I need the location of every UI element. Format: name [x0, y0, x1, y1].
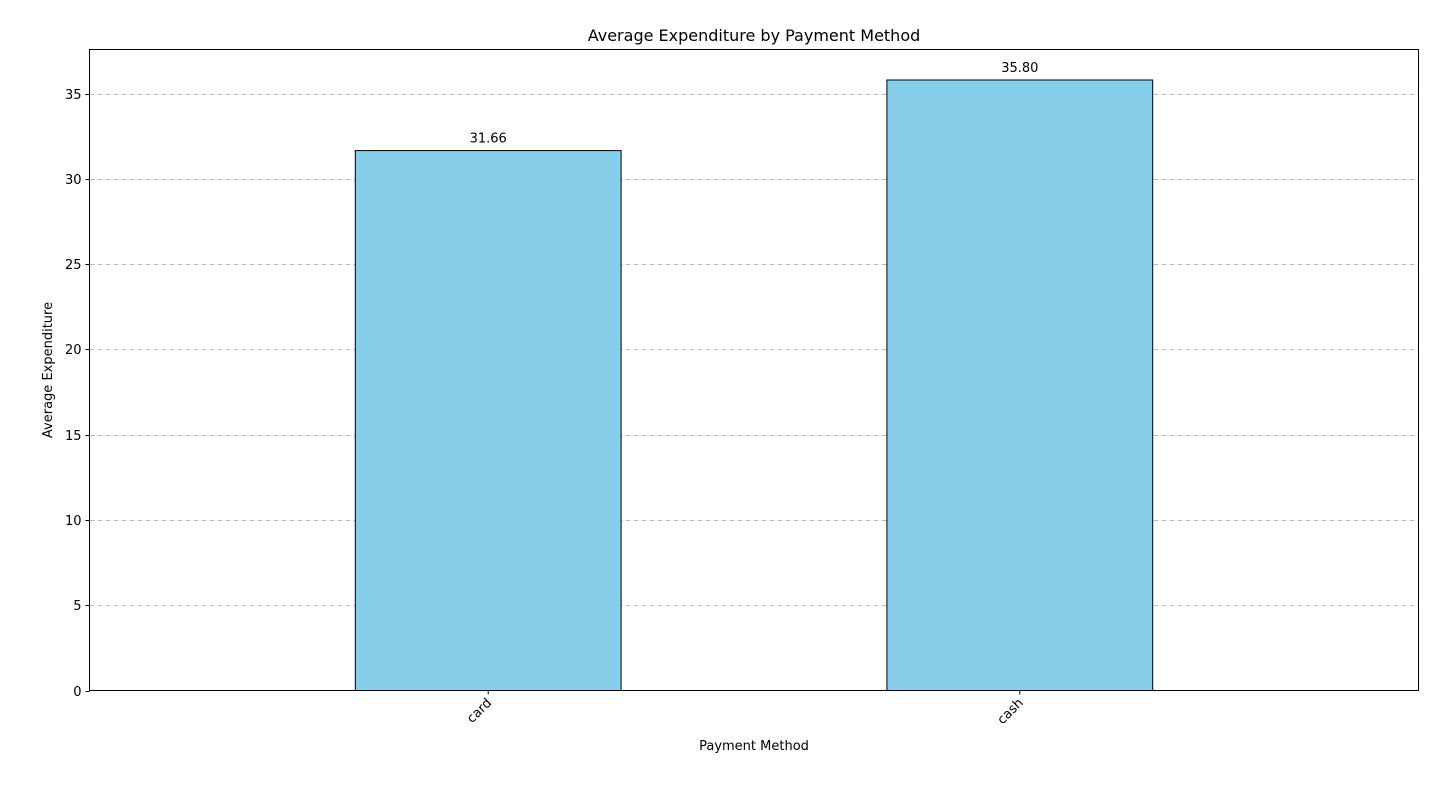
x-axis-title: Payment Method	[699, 739, 809, 754]
bar-card	[354, 150, 622, 692]
data-labels: 31.66 35.80	[470, 61, 1039, 147]
bars	[354, 79, 1154, 692]
chart-title: Average Expenditure by Payment Method	[588, 26, 921, 45]
y-tick-label: 20	[65, 343, 82, 358]
plot-frame	[89, 49, 1419, 691]
grid-lines	[89, 94, 1419, 606]
y-axis-ticks: 0 5 10 15 20 25 30 35	[65, 88, 90, 700]
x-tick-label: cash	[995, 696, 1027, 728]
y-tick-label: 0	[73, 685, 81, 700]
data-label: 35.80	[1001, 61, 1038, 76]
y-tick-label: 35	[65, 88, 82, 103]
y-tick-label: 25	[65, 258, 82, 273]
y-axis-title: Average Expenditure	[41, 302, 56, 438]
bar-cash	[886, 79, 1154, 691]
y-tick-label: 30	[65, 173, 82, 188]
y-tick-label: 5	[73, 599, 81, 614]
y-tick-label: 10	[65, 514, 82, 529]
x-axis-ticks: card cash	[464, 690, 1027, 728]
y-tick-label: 15	[65, 429, 82, 444]
data-label: 31.66	[470, 132, 507, 147]
x-tick-label: card	[464, 696, 495, 727]
